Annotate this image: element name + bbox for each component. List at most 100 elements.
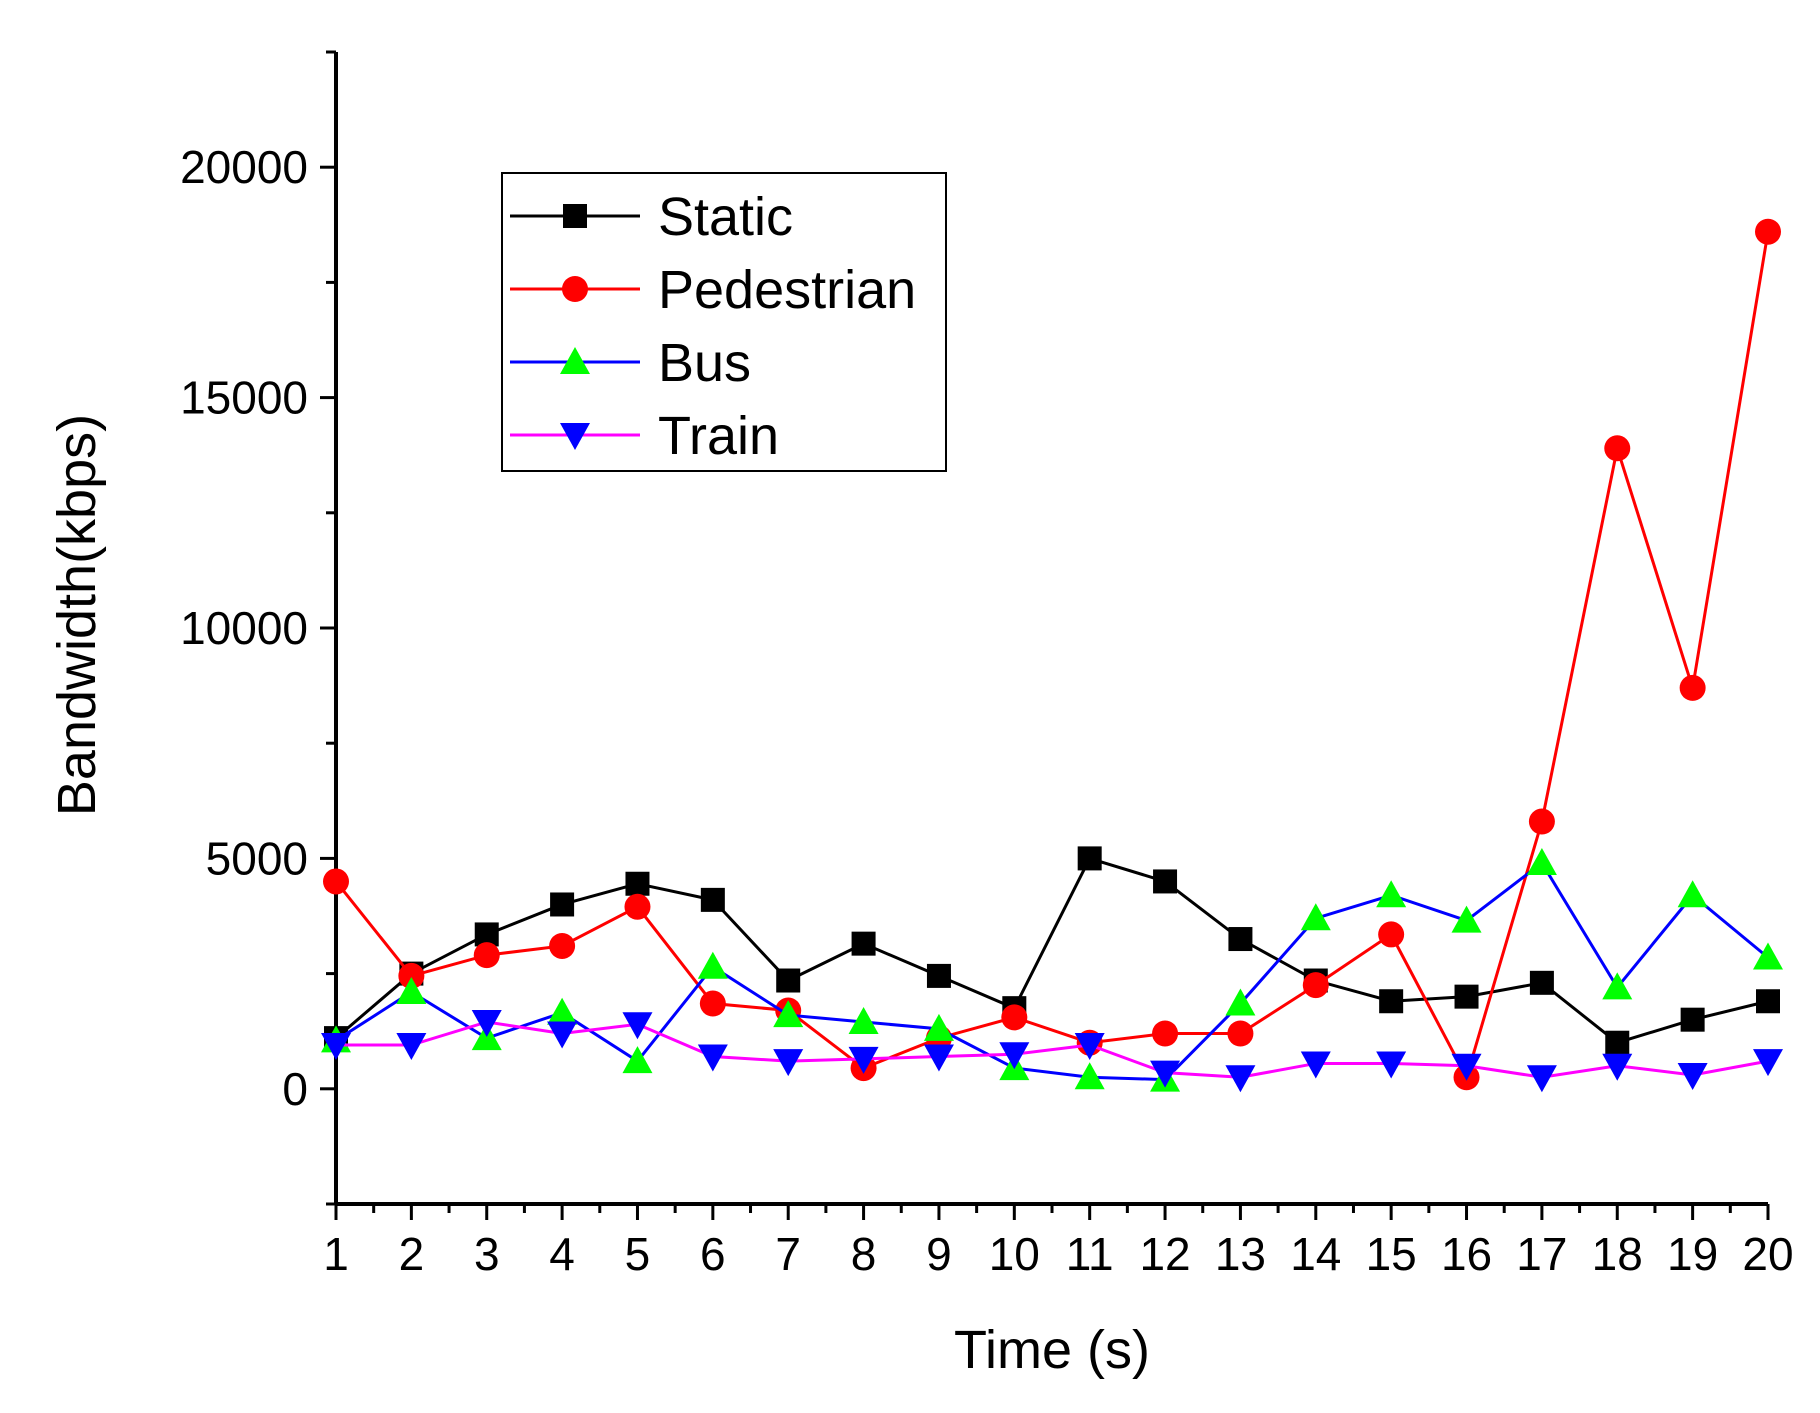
data-point-pedestrian — [1152, 1020, 1179, 1047]
data-point-static — [1077, 846, 1102, 871]
data-point-static — [926, 963, 951, 988]
data-point-train — [1074, 1033, 1105, 1061]
data-point-static — [700, 887, 725, 912]
data-point-train — [1753, 1049, 1783, 1077]
data-point-bus — [1677, 880, 1708, 908]
y-tick-label: 15000 — [180, 372, 308, 424]
series-train — [321, 1009, 1783, 1093]
data-point-train — [396, 1033, 427, 1061]
data-point-train — [321, 1033, 351, 1061]
data-point-train — [1376, 1051, 1407, 1079]
x-tick-label: 1 — [323, 1228, 349, 1280]
x-tick-label: 2 — [399, 1228, 425, 1280]
data-point-train — [547, 1021, 578, 1049]
legend-marker-train — [560, 423, 590, 450]
series-group — [321, 218, 1783, 1093]
data-point-pedestrian — [699, 990, 726, 1017]
data-point-pedestrian — [398, 962, 425, 989]
data-point-bus — [773, 1000, 804, 1028]
legend-label-train: Train — [658, 406, 779, 466]
data-point-train — [1451, 1053, 1482, 1081]
y-tick-label: 20000 — [180, 141, 308, 193]
y-axis-title: Bandwidth(kbps) — [47, 414, 107, 816]
data-point-bus — [547, 997, 578, 1025]
data-point-train — [1526, 1065, 1557, 1093]
x-tick-label: 6 — [700, 1228, 726, 1280]
y-tick-label: 5000 — [206, 832, 308, 884]
data-point-static — [1153, 869, 1178, 894]
legend: Static Pedestrian Bus Train — [501, 172, 947, 472]
legend-label-pedestrian: Pedestrian — [658, 260, 916, 320]
series-line-pedestrian — [334, 231, 1770, 1082]
x-tick-label: 5 — [625, 1228, 651, 1280]
x-tick-label: 4 — [549, 1228, 575, 1280]
data-point-train — [923, 1044, 954, 1072]
x-axis-title: Time (s) — [954, 1320, 1150, 1380]
data-point-bus — [848, 1006, 879, 1034]
data-point-static — [776, 968, 801, 993]
data-point-pedestrian — [624, 893, 651, 920]
x-tick-label: 16 — [1441, 1228, 1492, 1280]
y-tick-label: 10000 — [180, 602, 308, 654]
x-tick-label: 13 — [1215, 1228, 1266, 1280]
data-point-bus — [1376, 880, 1407, 908]
series-bus — [321, 848, 1783, 1092]
data-point-pedestrian — [1604, 435, 1631, 462]
data-point-static — [625, 871, 650, 896]
data-point-pedestrian — [549, 932, 576, 959]
data-point-train — [773, 1049, 804, 1077]
x-tick-label: 15 — [1366, 1228, 1417, 1280]
data-point-train — [1300, 1051, 1331, 1079]
data-point-train — [1677, 1062, 1708, 1090]
data-point-static — [550, 892, 575, 917]
legend-label-static: Static — [658, 187, 793, 247]
data-point-train — [1150, 1060, 1181, 1088]
y-tick-label: 0 — [282, 1063, 308, 1115]
data-point-train — [622, 1012, 653, 1040]
data-point-bus — [1074, 1062, 1105, 1090]
data-point-train — [471, 1009, 502, 1037]
data-point-bus — [1225, 988, 1256, 1016]
data-point-bus — [1526, 848, 1557, 876]
series-line-static — [335, 856, 1769, 1045]
data-point-pedestrian — [1679, 674, 1706, 701]
x-tick-label: 14 — [1290, 1228, 1341, 1280]
data-point-bus — [923, 1013, 954, 1041]
data-point-train — [999, 1042, 1030, 1070]
data-point-pedestrian — [1302, 972, 1329, 999]
data-point-bus — [622, 1046, 653, 1074]
legend-label-bus: Bus — [658, 333, 751, 393]
data-point-pedestrian — [473, 942, 500, 969]
data-point-pedestrian — [1378, 921, 1405, 948]
legend-marker-bus — [560, 347, 590, 374]
data-point-static — [1529, 970, 1554, 995]
data-point-bus — [1602, 972, 1633, 1000]
data-point-static — [1228, 927, 1253, 952]
data-point-static — [1605, 1030, 1630, 1055]
data-point-pedestrian — [1001, 1004, 1028, 1031]
data-point-static — [851, 931, 876, 956]
data-point-bus — [697, 951, 728, 979]
x-tick-label: 8 — [851, 1228, 877, 1280]
data-point-train — [848, 1046, 879, 1074]
data-point-static — [1680, 1007, 1705, 1032]
x-tick-label: 10 — [989, 1228, 1040, 1280]
data-point-bus — [1753, 942, 1783, 970]
x-tick-label: 19 — [1667, 1228, 1718, 1280]
x-tick-label: 18 — [1592, 1228, 1643, 1280]
legend-marker-pedestrian — [562, 276, 588, 302]
data-point-train — [1225, 1065, 1256, 1093]
series-line-train — [336, 1020, 1769, 1079]
data-point-train — [1602, 1053, 1633, 1081]
data-point-pedestrian — [323, 868, 349, 895]
data-point-pedestrian — [1227, 1020, 1254, 1047]
legend-marker-static — [563, 204, 587, 228]
data-point-static — [1379, 989, 1404, 1014]
x-tick-label: 20 — [1742, 1228, 1793, 1280]
data-point-train — [697, 1044, 728, 1072]
x-tick-label: 17 — [1516, 1228, 1567, 1280]
data-point-pedestrian — [1528, 808, 1555, 835]
